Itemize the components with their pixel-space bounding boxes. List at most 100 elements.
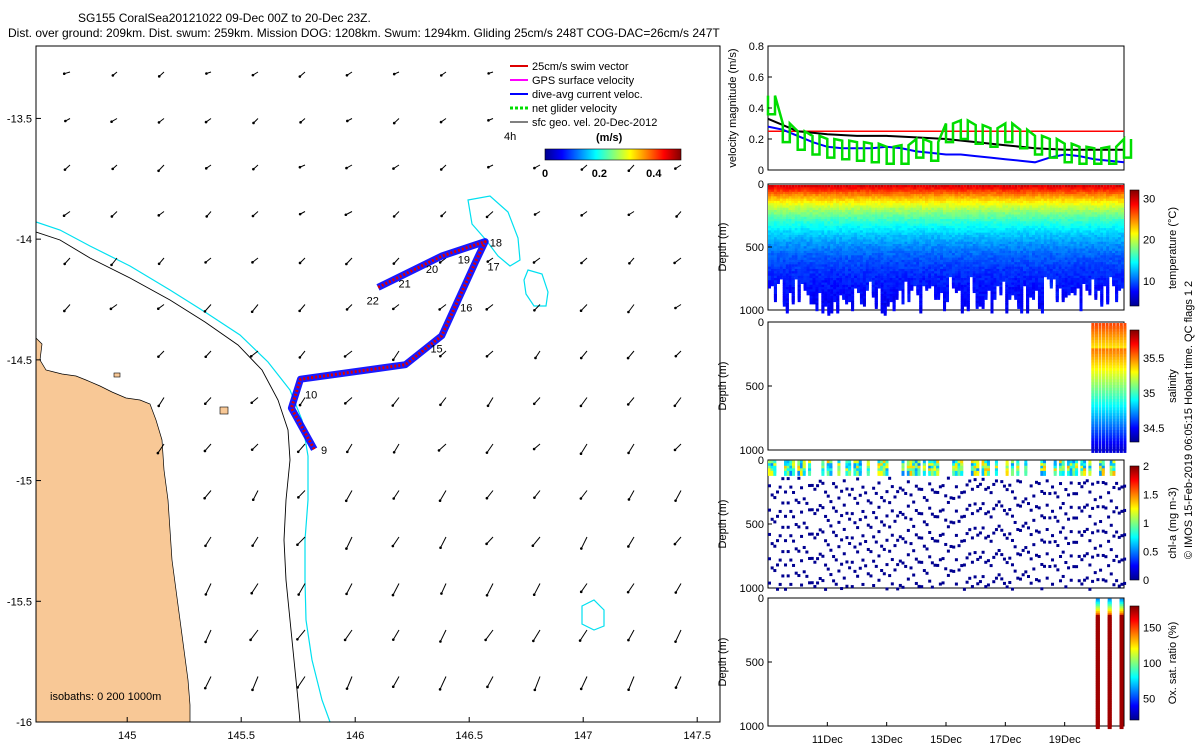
velocity-arrow	[486, 304, 494, 310]
velocity-arrow	[205, 583, 212, 595]
velocity-arrow	[533, 397, 541, 405]
velocity-arrowhead	[579, 687, 583, 691]
day-label: 20	[426, 264, 438, 276]
y-tick-label: -16	[16, 717, 32, 729]
velocity-arrowhead	[392, 167, 395, 170]
velocity-arrowhead	[673, 261, 676, 265]
velocity-panel: 00.20.40.60.8 velocity magnitude (m/s)	[727, 41, 1133, 177]
velocity-arrowhead	[298, 403, 302, 407]
velocity-arrow	[392, 397, 400, 406]
velocity-arrow	[204, 397, 212, 405]
temperature-cell	[1040, 307, 1044, 314]
velocity-series	[766, 95, 1133, 166]
velocity-arrowhead	[485, 215, 489, 219]
velocity-arrow	[486, 676, 494, 688]
temperature-cell	[916, 289, 920, 296]
y-tick-label: 0.2	[749, 134, 764, 146]
velocity-arrow	[204, 490, 212, 499]
temperature-cell	[925, 284, 929, 291]
velocity-arrow	[438, 443, 447, 451]
velocity-arrow	[486, 583, 494, 596]
velocity-arrowhead	[486, 260, 490, 263]
velocity-arrowhead	[157, 404, 161, 408]
velocity-arrowhead	[439, 120, 443, 124]
velocity-arrowhead	[345, 166, 348, 170]
velocity-arrow	[580, 583, 588, 593]
map-colorbar-ticks: 0 0.2 0.4	[542, 168, 662, 180]
legend-label: dive-avg current veloc.	[532, 89, 643, 101]
temperature-cell	[785, 307, 789, 314]
velocity-arrowhead	[438, 688, 442, 691]
velocity-arrow	[111, 257, 118, 266]
velocity-arrow	[486, 443, 494, 453]
surface-velocity-field	[62, 71, 682, 692]
temperature-cell	[946, 296, 949, 303]
velocity-arrowhead	[204, 544, 207, 548]
velocity-arrowhead	[252, 121, 255, 125]
velocity-arrow	[580, 397, 588, 407]
velocity-arrowhead	[627, 451, 630, 455]
velocity-arrow	[205, 536, 212, 547]
temperature-cell	[871, 291, 875, 298]
temperature-cell	[1043, 271, 1047, 278]
velocity-arrow	[627, 397, 635, 405]
temperature-cell	[892, 305, 896, 312]
velocity-arrowhead	[204, 261, 207, 264]
x-tick-label: 146.5	[455, 730, 483, 742]
x-tick-label: 147	[574, 730, 592, 742]
velocity-arrow	[250, 350, 259, 357]
velocity-arrowhead	[438, 308, 441, 311]
velocity-arrowhead	[533, 496, 536, 499]
velocity-arrowhead	[251, 544, 254, 547]
velocity-arrow	[64, 257, 71, 265]
velocity-arrowhead	[626, 403, 630, 406]
velocity-arrowhead	[485, 496, 489, 500]
velocity-arrowhead	[485, 542, 488, 546]
interval-label: 4h	[504, 131, 516, 143]
velocity-arrow	[675, 676, 682, 688]
velocity-arrowhead	[157, 75, 161, 78]
velocity-arrowhead	[674, 306, 677, 310]
velocity-ylabel: velocity magnitude (m/s)	[727, 48, 739, 167]
velocity-arrowhead	[580, 168, 584, 171]
figure-subtitle: Dist. over ground: 209km. Dist. swum: 25…	[8, 26, 720, 40]
velocity-arrowhead	[532, 261, 536, 264]
velocity-arrow	[439, 629, 447, 642]
velocity-arrow	[580, 536, 588, 549]
velocity-arrow	[486, 490, 494, 499]
temperature-cell	[901, 298, 905, 305]
velocity-arrow	[580, 350, 588, 359]
velocity-arrow	[204, 443, 212, 452]
velocity-arrowhead	[62, 72, 66, 75]
velocity-arrow	[252, 676, 259, 691]
velocity-arrowhead	[391, 638, 395, 641]
velocity-arrow	[628, 443, 635, 454]
velocity-arrow	[392, 629, 400, 640]
map-frame	[35, 45, 721, 723]
velocity-arrowhead	[485, 308, 489, 311]
reef-outline	[581, 599, 605, 631]
temperature-cell	[981, 302, 985, 309]
y-tick-label: 0.6	[749, 72, 764, 84]
velocity-arrowhead	[157, 169, 160, 173]
velocity-arrowhead	[203, 449, 207, 453]
velocity-arrowhead	[579, 404, 583, 408]
velocity-arrow	[346, 257, 353, 265]
velocity-arrowhead	[111, 167, 114, 171]
temperature-cell	[907, 296, 911, 303]
temperature-cell	[1026, 307, 1030, 314]
velocity-arrowhead	[532, 447, 536, 451]
velocity-arrowhead	[63, 262, 66, 266]
velocity-arrowhead	[440, 592, 443, 595]
velocity-arrowhead	[486, 404, 490, 408]
velocity-arrowhead	[157, 214, 161, 217]
velocity-arrow	[252, 490, 259, 500]
velocity-arrowhead	[157, 262, 161, 266]
velocity-series-line	[766, 95, 1133, 166]
figure-title: SG155 CoralSea20121022 09-Dec 00Z to 20-…	[78, 11, 371, 25]
velocity-arrowhead	[439, 640, 442, 643]
temperature-cell	[963, 300, 967, 307]
velocity-arrow	[675, 583, 682, 593]
